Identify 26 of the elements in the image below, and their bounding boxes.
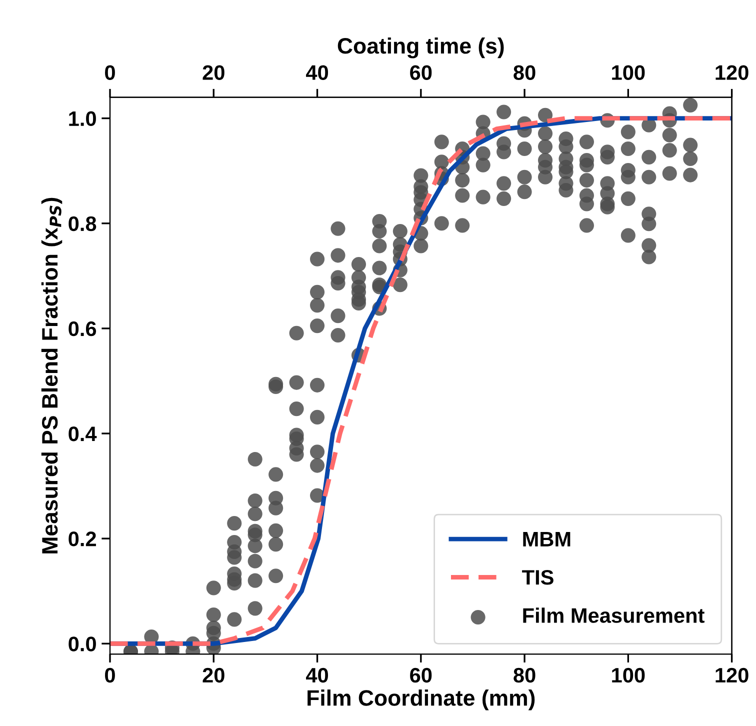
legend-label: TIS [522,570,554,585]
legend-label: Film Measurement [523,608,704,623]
x2-tick-label: 40 [306,65,328,80]
x2-tick-label: 0 [105,65,115,80]
y-tick-label: 0.0 [68,636,96,652]
y-axis-title: Measured PS Blend Fraction (x$_{PS}$) [41,198,62,554]
y-tick-label: 1.0 [69,111,96,126]
x2-tick-label: 60 [410,65,432,80]
y-tick-label: 0.2 [68,532,96,546]
x2-tick-label: 100 [612,65,645,80]
x-tick-label: 20 [202,668,224,683]
y-tick-label: 0.4 [68,426,97,442]
legend-label: MBM [523,532,570,546]
y-tick-label: 0.8 [68,216,96,232]
x2-axis-title: Coating time (s) [338,37,504,58]
x-tick-label: 40 [306,668,328,683]
x2-tick-label: 20 [202,65,224,80]
x-tick-label: 80 [514,668,536,683]
x-tick-label: 60 [410,668,432,683]
x-tick-label: 100 [612,668,645,683]
x2-tick-label: 80 [514,65,536,80]
x-axis-title: Film Coordinate (mm) [308,690,535,710]
x-tick-label: 0 [105,668,115,683]
y-tick-label: 0.6 [68,321,96,336]
x2-tick-label: 120 [716,65,748,80]
x-tick-label: 120 [716,668,748,683]
